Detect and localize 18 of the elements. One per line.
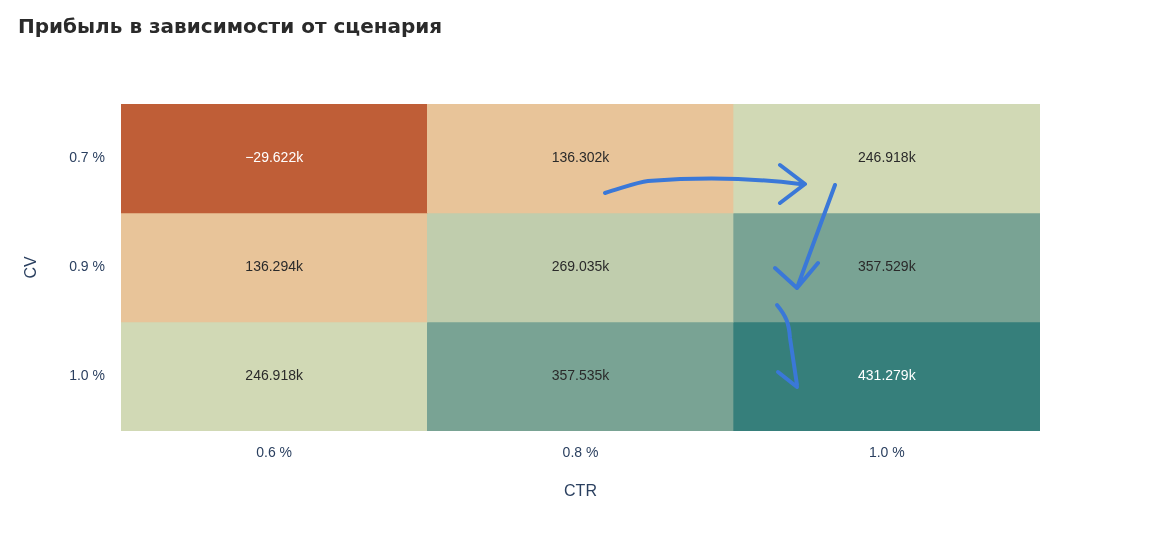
y-axis-title: CV [22,256,40,279]
data-label: 246.918k [858,149,917,166]
x-axis-title: CTR [564,481,597,499]
y-tick-label: 0.7 % [69,149,105,166]
data-label: 357.535k [551,367,611,384]
data-label: 269.035k [551,258,611,275]
y-tick-label: 1.0 % [69,367,105,384]
data-label: 246.918k [245,367,304,384]
data-label: 136.294k [245,258,304,275]
y-tick-label: 0.9 % [69,258,105,275]
chart-title: Прибыль в зависимости от сценария [18,14,443,39]
data-label: 136.302k [551,149,611,166]
x-tick-label: 0.8 % [562,444,599,461]
data-label: 431.279k [858,367,917,384]
data-label: −29.622k [245,149,305,166]
x-tick-label: 1.0 % [868,444,905,461]
x-tick-label: 0.6 % [256,444,293,461]
data-label: 357.529k [858,258,917,275]
